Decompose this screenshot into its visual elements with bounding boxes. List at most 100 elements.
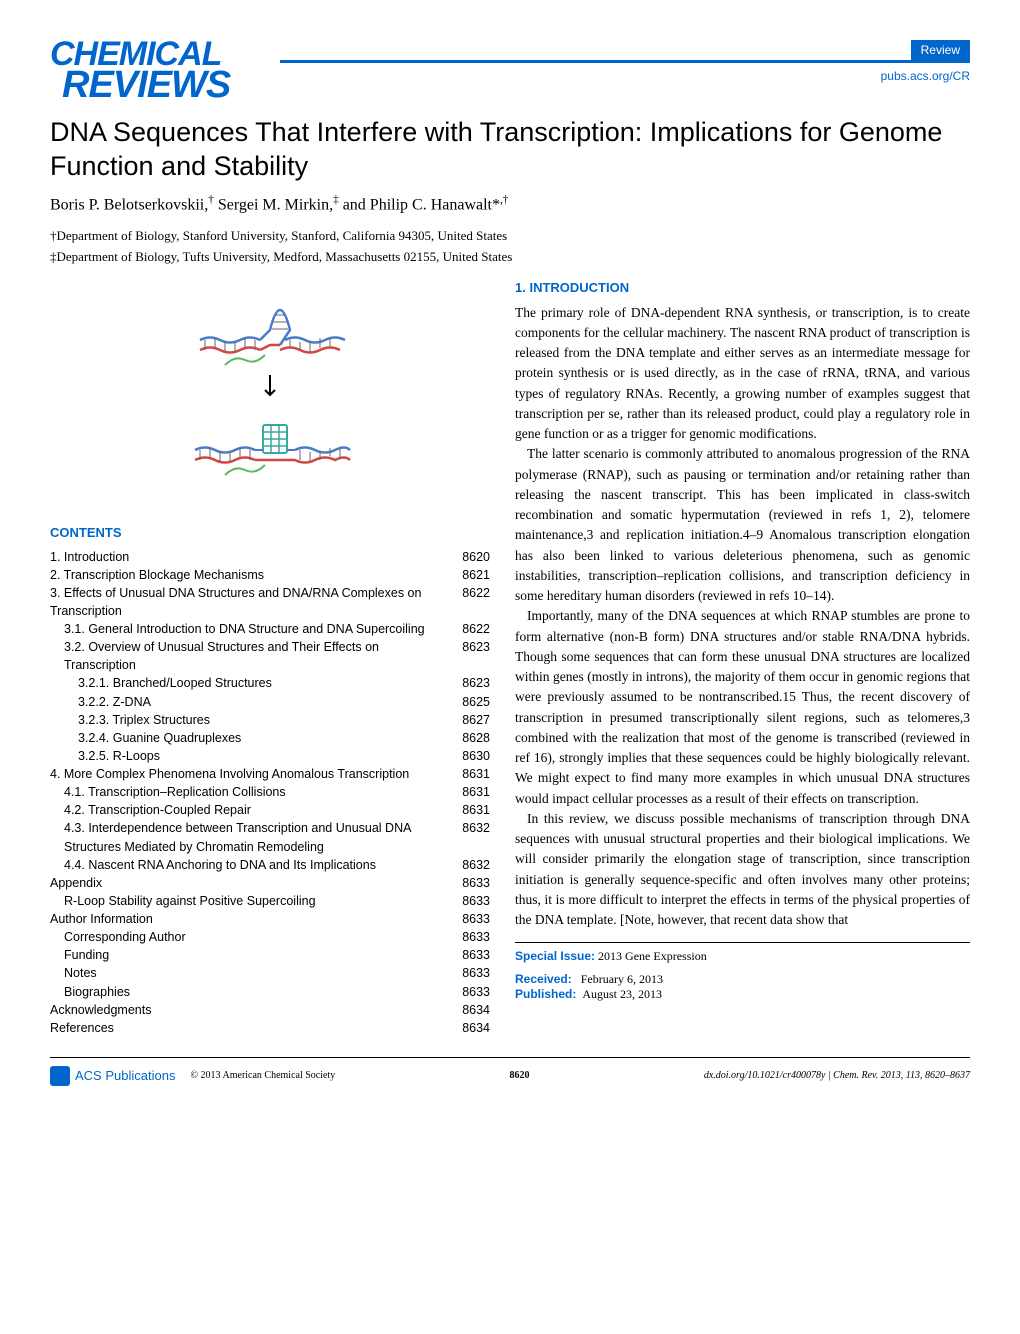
toc-page: 8634	[450, 1019, 490, 1037]
toc-page: 8631	[450, 783, 490, 801]
copyright: © 2013 American Chemical Society	[190, 1070, 335, 1081]
toc-page: 8633	[450, 892, 490, 910]
toc-page: 8633	[450, 928, 490, 946]
page-header: CHEMICAL REVIEWS Review pubs.acs.org/CR	[50, 40, 970, 101]
received-info: Received: February 6, 2013 Published: Au…	[515, 972, 970, 1002]
journal-url[interactable]: pubs.acs.org/CR	[260, 69, 970, 83]
toc-row[interactable]: 3.2.3. Triplex Structures8627	[50, 711, 490, 729]
toc-row[interactable]: 1. Introduction8620	[50, 548, 490, 566]
toc-page: 8633	[450, 874, 490, 892]
intro-paragraph: In this review, we discuss possible mech…	[515, 809, 970, 931]
intro-paragraph: The latter scenario is commonly attribut…	[515, 444, 970, 606]
toc-row[interactable]: Acknowledgments8634	[50, 1001, 490, 1019]
affiliation-1: †Department of Biology, Stanford Univers…	[50, 226, 970, 247]
affiliations: †Department of Biology, Stanford Univers…	[50, 226, 970, 268]
two-column-layout: CONTENTS 1. Introduction86202. Transcrip…	[50, 280, 970, 1037]
toc-page: 8622	[450, 620, 490, 638]
toc-label: Author Information	[50, 910, 450, 928]
review-badge: Review	[911, 40, 970, 60]
toc-row[interactable]: Funding8633	[50, 946, 490, 964]
toc-page: 8623	[450, 674, 490, 692]
intro-body: The primary role of DNA-dependent RNA sy…	[515, 303, 970, 931]
toc-row[interactable]: 4.3. Interdependence between Transcripti…	[50, 819, 490, 855]
contents-header: CONTENTS	[50, 525, 490, 540]
toc-row[interactable]: 3.2. Overview of Unusual Structures and …	[50, 638, 490, 674]
header-bar: Review	[280, 40, 970, 63]
toc-page: 8632	[450, 856, 490, 874]
right-column: 1. INTRODUCTION The primary role of DNA-…	[515, 280, 970, 1037]
toc-row[interactable]: 4.4. Nascent RNA Anchoring to DNA and It…	[50, 856, 490, 874]
toc-label: References	[50, 1019, 450, 1037]
intro-header: 1. INTRODUCTION	[515, 280, 970, 295]
toc-page: 8628	[450, 729, 490, 747]
toc-row[interactable]: 3.2.5. R-Loops8630	[50, 747, 490, 765]
table-of-contents: 1. Introduction86202. Transcription Bloc…	[50, 548, 490, 1037]
toc-row[interactable]: Appendix8633	[50, 874, 490, 892]
toc-page: 8633	[450, 946, 490, 964]
toc-row[interactable]: 3.2.2. Z-DNA8625	[50, 693, 490, 711]
acs-logo: ACS Publications © 2013 American Chemica…	[50, 1066, 335, 1086]
special-issue: Special Issue: 2013 Gene Expression	[515, 942, 970, 964]
toc-page: 8632	[450, 819, 490, 855]
toc-row[interactable]: Notes8633	[50, 964, 490, 982]
journal-logo: CHEMICAL REVIEWS	[50, 40, 260, 101]
toc-page: 8621	[450, 566, 490, 584]
published-label: Published:	[515, 987, 576, 1001]
toc-label: Biographies	[50, 983, 450, 1001]
toc-label: Notes	[50, 964, 450, 982]
toc-page: 8627	[450, 711, 490, 729]
toc-label: Acknowledgments	[50, 1001, 450, 1019]
toc-row[interactable]: R-Loop Stability against Positive Superc…	[50, 892, 490, 910]
toc-row[interactable]: 4.1. Transcription–Replication Collision…	[50, 783, 490, 801]
toc-label: 3.2.2. Z-DNA	[50, 693, 450, 711]
toc-row[interactable]: 3.2.1. Branched/Looped Structures8623	[50, 674, 490, 692]
page-footer: ACS Publications © 2013 American Chemica…	[50, 1057, 970, 1086]
toc-label: 3.2.5. R-Loops	[50, 747, 450, 765]
toc-label: 4.1. Transcription–Replication Collision…	[50, 783, 450, 801]
toc-row[interactable]: Biographies8633	[50, 983, 490, 1001]
affiliation-2: ‡Department of Biology, Tufts University…	[50, 247, 970, 268]
toc-page: 8622	[450, 584, 490, 620]
intro-paragraph: The primary role of DNA-dependent RNA sy…	[515, 303, 970, 445]
graphical-abstract	[140, 280, 400, 510]
toc-row[interactable]: 3.1. General Introduction to DNA Structu…	[50, 620, 490, 638]
published-value: August 23, 2013	[582, 987, 662, 1001]
toc-label: Funding	[50, 946, 450, 964]
toc-row[interactable]: 3. Effects of Unusual DNA Structures and…	[50, 584, 490, 620]
toc-page: 8631	[450, 765, 490, 783]
footer-doi: dx.doi.org/10.1021/cr400078y | Chem. Rev…	[704, 1070, 970, 1081]
logo-line2: REVIEWS	[50, 69, 260, 101]
toc-label: 1. Introduction	[50, 548, 450, 566]
toc-row[interactable]: 4.2. Transcription-Coupled Repair8631	[50, 801, 490, 819]
toc-page: 8623	[450, 638, 490, 674]
toc-label: 3. Effects of Unusual DNA Structures and…	[50, 584, 450, 620]
special-issue-value: 2013 Gene Expression	[598, 949, 707, 963]
toc-row[interactable]: References8634	[50, 1019, 490, 1037]
toc-label: 4. More Complex Phenomena Involving Anom…	[50, 765, 450, 783]
toc-label: 4.2. Transcription-Coupled Repair	[50, 801, 450, 819]
received-label: Received:	[515, 972, 572, 986]
toc-row[interactable]: 4. More Complex Phenomena Involving Anom…	[50, 765, 490, 783]
received-value: February 6, 2013	[581, 972, 663, 986]
toc-page: 8620	[450, 548, 490, 566]
toc-label: 2. Transcription Blockage Mechanisms	[50, 566, 450, 584]
toc-row[interactable]: Corresponding Author8633	[50, 928, 490, 946]
toc-page: 8633	[450, 910, 490, 928]
intro-paragraph: Importantly, many of the DNA sequences a…	[515, 606, 970, 809]
toc-page: 8630	[450, 747, 490, 765]
toc-row[interactable]: 2. Transcription Blockage Mechanisms8621	[50, 566, 490, 584]
toc-page: 8633	[450, 983, 490, 1001]
toc-label: 3.2.4. Guanine Quadruplexes	[50, 729, 450, 747]
toc-label: 3.2.3. Triplex Structures	[50, 711, 450, 729]
toc-row[interactable]: Author Information8633	[50, 910, 490, 928]
toc-page: 8631	[450, 801, 490, 819]
toc-label: Appendix	[50, 874, 450, 892]
article-title: DNA Sequences That Interfere with Transc…	[50, 116, 970, 184]
toc-label: 4.3. Interdependence between Transcripti…	[50, 819, 450, 855]
toc-label: 3.2. Overview of Unusual Structures and …	[50, 638, 450, 674]
special-issue-label: Special Issue:	[515, 949, 595, 963]
toc-page: 8625	[450, 693, 490, 711]
footer-page: 8620	[510, 1070, 530, 1081]
toc-row[interactable]: 3.2.4. Guanine Quadruplexes8628	[50, 729, 490, 747]
acs-badge-icon	[50, 1066, 70, 1086]
